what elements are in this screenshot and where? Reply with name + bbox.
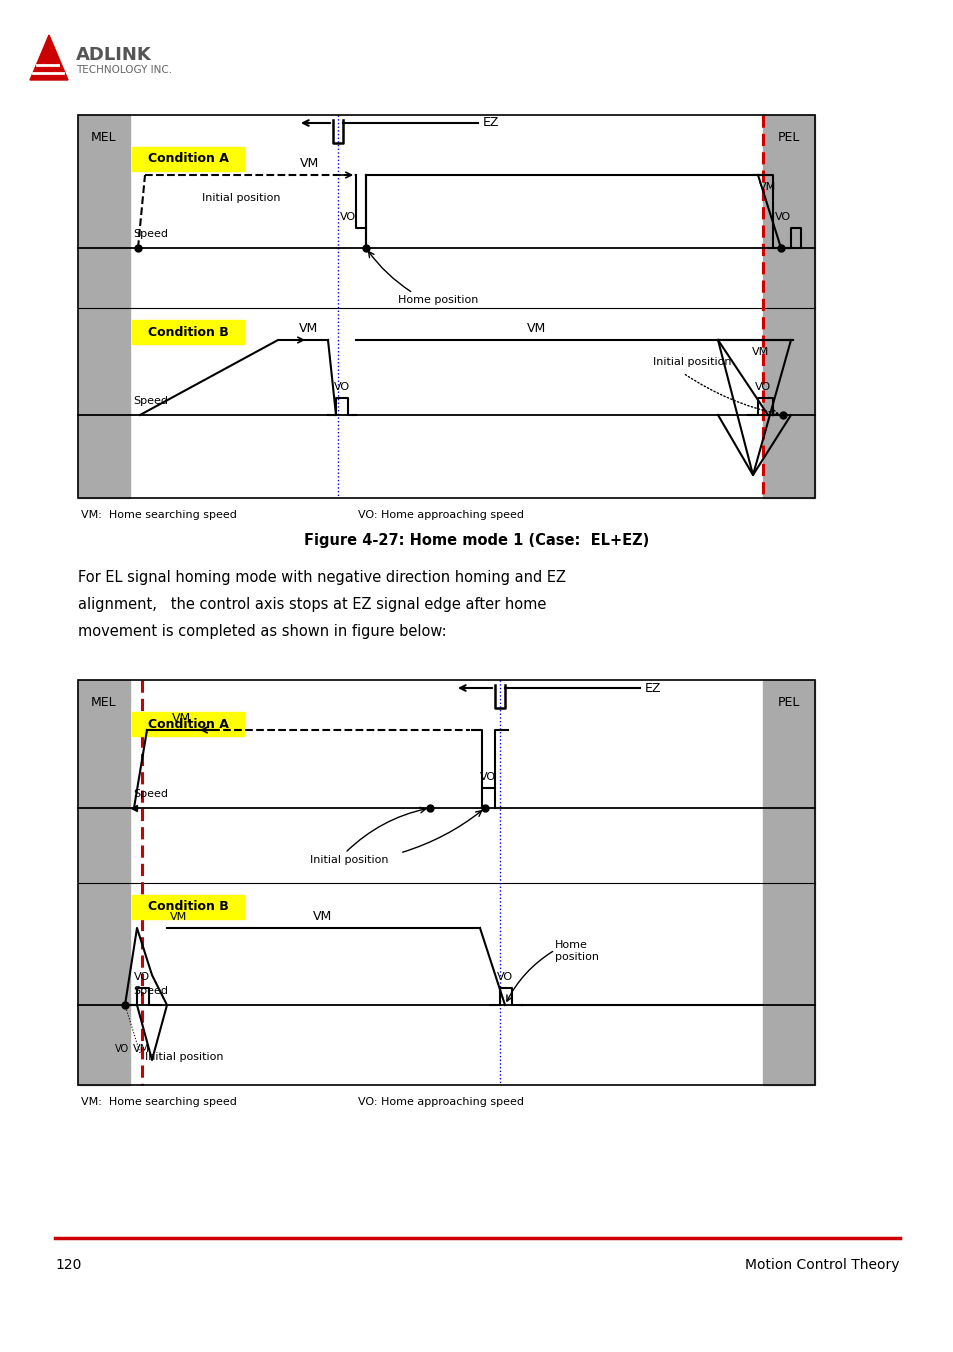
Text: VM: VM — [752, 347, 769, 357]
Text: VO: VO — [133, 972, 150, 982]
Bar — [132, 147, 244, 170]
Text: TECHNOLOGY INC.: TECHNOLOGY INC. — [76, 65, 172, 74]
Text: VM: VM — [170, 913, 187, 922]
Text: Condition A: Condition A — [148, 718, 228, 730]
Text: MEL: MEL — [91, 131, 116, 145]
Text: VM: VM — [133, 1044, 151, 1055]
Text: VO: VO — [334, 383, 350, 392]
Text: VM:  Home searching speed: VM: Home searching speed — [81, 510, 236, 521]
Text: EZ: EZ — [482, 116, 498, 130]
Text: Initial position: Initial position — [652, 357, 731, 366]
Text: alignment,   the control axis stops at EZ signal edge after home: alignment, the control axis stops at EZ … — [78, 598, 546, 612]
Text: VM: VM — [759, 183, 776, 192]
Text: VO: VO — [497, 972, 513, 982]
Bar — [78, 680, 814, 1086]
Bar — [762, 115, 814, 498]
Text: PEL: PEL — [777, 696, 800, 708]
Text: VM: VM — [527, 322, 546, 335]
Text: VM: VM — [300, 157, 319, 170]
Text: Initial position: Initial position — [145, 1052, 223, 1063]
Polygon shape — [30, 35, 68, 80]
Text: Figure 4-27: Home mode 1 (Case:  EL+EZ): Figure 4-27: Home mode 1 (Case: EL+EZ) — [304, 533, 649, 548]
Bar — [132, 895, 244, 919]
Text: Condition B: Condition B — [148, 326, 228, 338]
Text: VO: VO — [754, 383, 770, 392]
Bar — [762, 680, 814, 1086]
Text: VO: VO — [774, 212, 790, 222]
Text: Condition A: Condition A — [148, 153, 228, 165]
Text: VO: Home approaching speed: VO: Home approaching speed — [357, 510, 523, 521]
Text: VM: VM — [313, 910, 333, 923]
Text: Initial position: Initial position — [310, 854, 388, 865]
Bar — [132, 713, 244, 735]
Text: EZ: EZ — [644, 681, 660, 695]
Text: VO: VO — [479, 772, 496, 781]
Text: Speed: Speed — [132, 790, 168, 799]
Text: Speed: Speed — [132, 986, 168, 996]
Text: VM: VM — [172, 713, 191, 725]
Text: Condition B: Condition B — [148, 900, 228, 914]
Text: Motion Control Theory: Motion Control Theory — [744, 1257, 899, 1272]
Text: MEL: MEL — [91, 696, 116, 708]
Text: VM:  Home searching speed: VM: Home searching speed — [81, 1096, 236, 1107]
Text: Home
position: Home position — [555, 940, 598, 961]
Text: Initial position: Initial position — [202, 193, 280, 203]
Text: Home position: Home position — [397, 295, 477, 306]
Text: Speed: Speed — [132, 228, 168, 239]
Bar — [130, 680, 762, 1086]
Text: movement is completed as shown in figure below:: movement is completed as shown in figure… — [78, 625, 446, 639]
Text: Speed: Speed — [132, 396, 168, 406]
Text: VO: VO — [114, 1044, 129, 1055]
Text: PEL: PEL — [777, 131, 800, 145]
Text: 120: 120 — [55, 1257, 81, 1272]
Bar — [78, 680, 130, 1086]
Bar — [78, 115, 814, 498]
Text: VO: VO — [339, 212, 355, 222]
Bar — [130, 115, 762, 498]
Text: For EL signal homing mode with negative direction homing and EZ: For EL signal homing mode with negative … — [78, 571, 565, 585]
Bar — [78, 115, 130, 498]
Bar — [132, 320, 244, 343]
Text: VO: Home approaching speed: VO: Home approaching speed — [357, 1096, 523, 1107]
Text: ADLINK: ADLINK — [76, 46, 152, 64]
Text: VM: VM — [299, 322, 318, 335]
